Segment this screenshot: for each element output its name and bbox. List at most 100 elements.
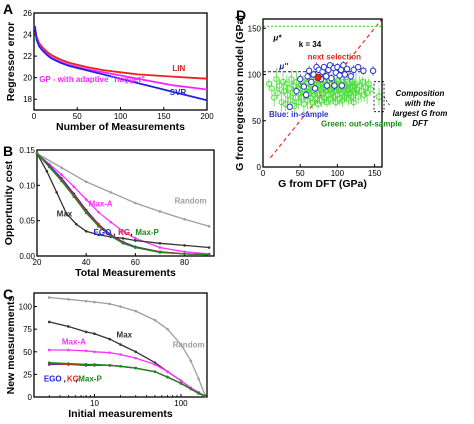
x-axis-label: Total Measurements — [75, 267, 176, 279]
series-maxa-marker — [134, 356, 138, 360]
label-comma: , — [75, 375, 77, 384]
series-maxp-marker — [84, 211, 88, 215]
series-maxa-marker — [47, 348, 51, 352]
out-of-sample-point — [290, 82, 297, 89]
series-maxp-marker — [166, 375, 169, 379]
y-tick-label: 0.00 — [19, 252, 35, 261]
panel-a: A 0 50 100 150 200 18 20 22 24 26 Number of Measure… — [3, 1, 214, 133]
y-tick-label: 50 — [23, 348, 32, 357]
series-maxp-marker — [207, 253, 211, 256]
series-random-marker — [134, 201, 137, 205]
x-tick-label: 40 — [82, 258, 91, 267]
x-tick-label: 0 — [32, 112, 37, 121]
series-random-marker — [189, 359, 193, 363]
series-maxa-line — [49, 349, 206, 397]
in-sample-point — [340, 62, 347, 69]
series-svr-line — [34, 25, 208, 102]
x-tick-label: 100 — [174, 399, 188, 408]
x-axis-label: Number of Measurements — [56, 121, 185, 133]
y-tick-label: 26 — [23, 9, 32, 18]
out-of-sample-point — [278, 99, 285, 106]
in-sample-point — [302, 91, 310, 99]
callout-text: largest G from — [393, 109, 448, 118]
series-max-marker — [153, 361, 157, 364]
k-label: k = 34 — [299, 40, 322, 49]
out-of-sample-point — [367, 86, 374, 93]
series-max-marker — [55, 191, 58, 194]
y-tick-label: 24 — [23, 31, 32, 40]
series-maxp-marker — [134, 246, 137, 249]
mu-double-prime-label: μ'' — [278, 62, 289, 71]
label-random: Random — [175, 197, 207, 206]
next-selection-point — [314, 73, 322, 81]
x-tick-label: 200 — [200, 112, 214, 121]
out-of-sample-point — [280, 78, 287, 85]
out-of-sample-point — [359, 78, 366, 85]
in-sample-point — [293, 87, 300, 95]
out-of-sample-point — [295, 99, 302, 106]
series-maxp-marker — [67, 362, 70, 365]
series-maxa-marker — [97, 210, 100, 214]
out-of-sample-point — [346, 80, 353, 87]
out-of-sample-point — [285, 85, 293, 92]
label-lin: LIN — [172, 64, 185, 73]
y-tick-label: 100 — [248, 71, 262, 80]
x-tick-label: 10 — [90, 399, 99, 408]
series-max-marker — [207, 246, 211, 249]
series-maxa-marker — [84, 349, 88, 353]
series-max-marker — [67, 325, 70, 328]
in-sample-point — [343, 65, 351, 73]
series-random-line — [36, 152, 210, 227]
x-axis-label: Initial measurements — [68, 408, 173, 420]
in-sample-point — [347, 73, 354, 80]
series-maxa-marker — [153, 363, 157, 366]
y-tick-label: 18 — [23, 95, 32, 104]
series-maxp-marker — [109, 234, 113, 238]
in-sample-point — [305, 67, 313, 75]
out-of-sample-point — [352, 89, 359, 97]
series-random-marker — [119, 305, 122, 308]
series-random-marker — [153, 318, 157, 322]
out-of-sample-point — [314, 101, 322, 108]
plot-frame — [36, 149, 215, 257]
in-sample-point — [296, 75, 304, 83]
out-of-sample-point — [273, 76, 280, 83]
label-gp: GP - with adaptive "nugget" — [39, 75, 145, 84]
label-max: Max — [117, 330, 133, 339]
out-of-sample-point — [318, 97, 325, 104]
series-max-marker — [183, 244, 186, 247]
out-of-sample-point — [327, 95, 334, 102]
label-ego: EGO — [44, 375, 62, 384]
callout-text: Composition — [396, 89, 445, 98]
series-random-marker — [47, 296, 51, 299]
series-max-marker — [134, 239, 137, 242]
callout-text: with the — [405, 99, 436, 108]
panel-letter-c: C — [3, 286, 13, 302]
in-sample-point — [336, 72, 343, 79]
y-axis-label: G from regression model (GPa) — [234, 15, 246, 171]
panel-b: B 20 40 60 80 0.00 0.05 0.10 0.15 Total Measureme… — [3, 143, 215, 279]
series-maxa-marker — [119, 353, 122, 356]
series-maxp-marker — [121, 241, 125, 245]
in-sample-point — [369, 67, 377, 75]
series-maxa-marker — [134, 237, 137, 240]
series-random-marker — [183, 217, 186, 221]
series-max-marker — [84, 330, 88, 334]
series-max-marker — [134, 350, 138, 354]
series-maxa-marker — [166, 370, 169, 373]
y-tick-label: 75 — [23, 325, 32, 334]
series-maxp-marker — [108, 364, 111, 367]
y-axis-label: Opportunity cost — [3, 160, 15, 245]
label-ego: EGO — [94, 228, 112, 237]
y-tick-label: 0.15 — [19, 146, 35, 155]
in-sample-point — [286, 103, 293, 111]
series-maxa-marker — [183, 250, 186, 254]
series-maxp-marker — [119, 364, 122, 368]
series-max-marker — [47, 320, 51, 324]
series-max-marker — [97, 233, 100, 237]
plot-frame — [262, 18, 383, 168]
x-tick-label: 150 — [368, 169, 382, 178]
series-maxa-line — [36, 153, 210, 255]
y-tick-label: 0.10 — [19, 181, 35, 190]
